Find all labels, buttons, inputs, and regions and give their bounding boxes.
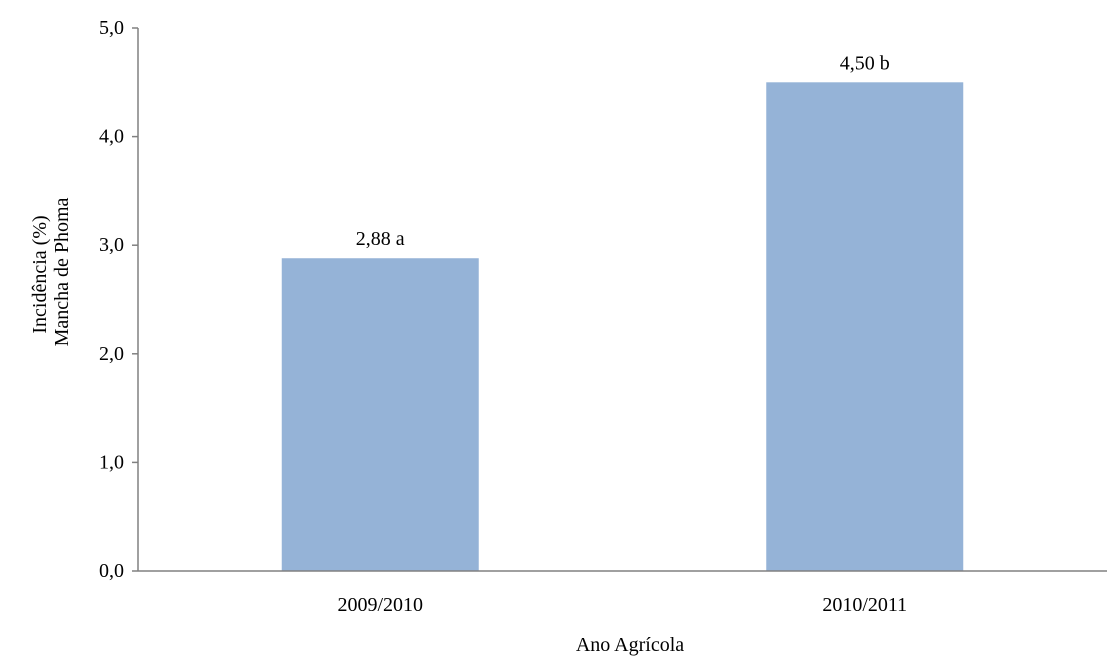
- x-tick-label: 2009/2010: [337, 594, 423, 616]
- data-label: 4,50 b: [840, 52, 890, 74]
- y-axis-title-line-1: Incidência (%): [29, 215, 51, 333]
- x-tick-label: 2010/2011: [822, 594, 907, 616]
- bar: [766, 82, 964, 572]
- y-tick-label: 4,0: [99, 126, 124, 148]
- y-tick-label: 0,0: [99, 560, 124, 582]
- data-label: 2,88 a: [356, 228, 405, 250]
- bar: [281, 258, 479, 571]
- y-axis-title: Incidência (%) Mancha de Phoma: [29, 197, 73, 346]
- y-tick-label: 1,0: [99, 451, 124, 473]
- x-axis-title: Ano Agrícola: [576, 634, 684, 656]
- y-axis-title-line-2: Mancha de Phoma: [51, 197, 73, 346]
- plot-area: 0,0 1,0 2,0 3,0 4,0 5,0 2,88 a 2009/2010 4,50 b 2…: [99, 17, 1107, 616]
- y-tick-label: 5,0: [99, 17, 124, 39]
- y-tick-label: 2,0: [99, 343, 124, 365]
- y-tick-label: 3,0: [99, 234, 124, 256]
